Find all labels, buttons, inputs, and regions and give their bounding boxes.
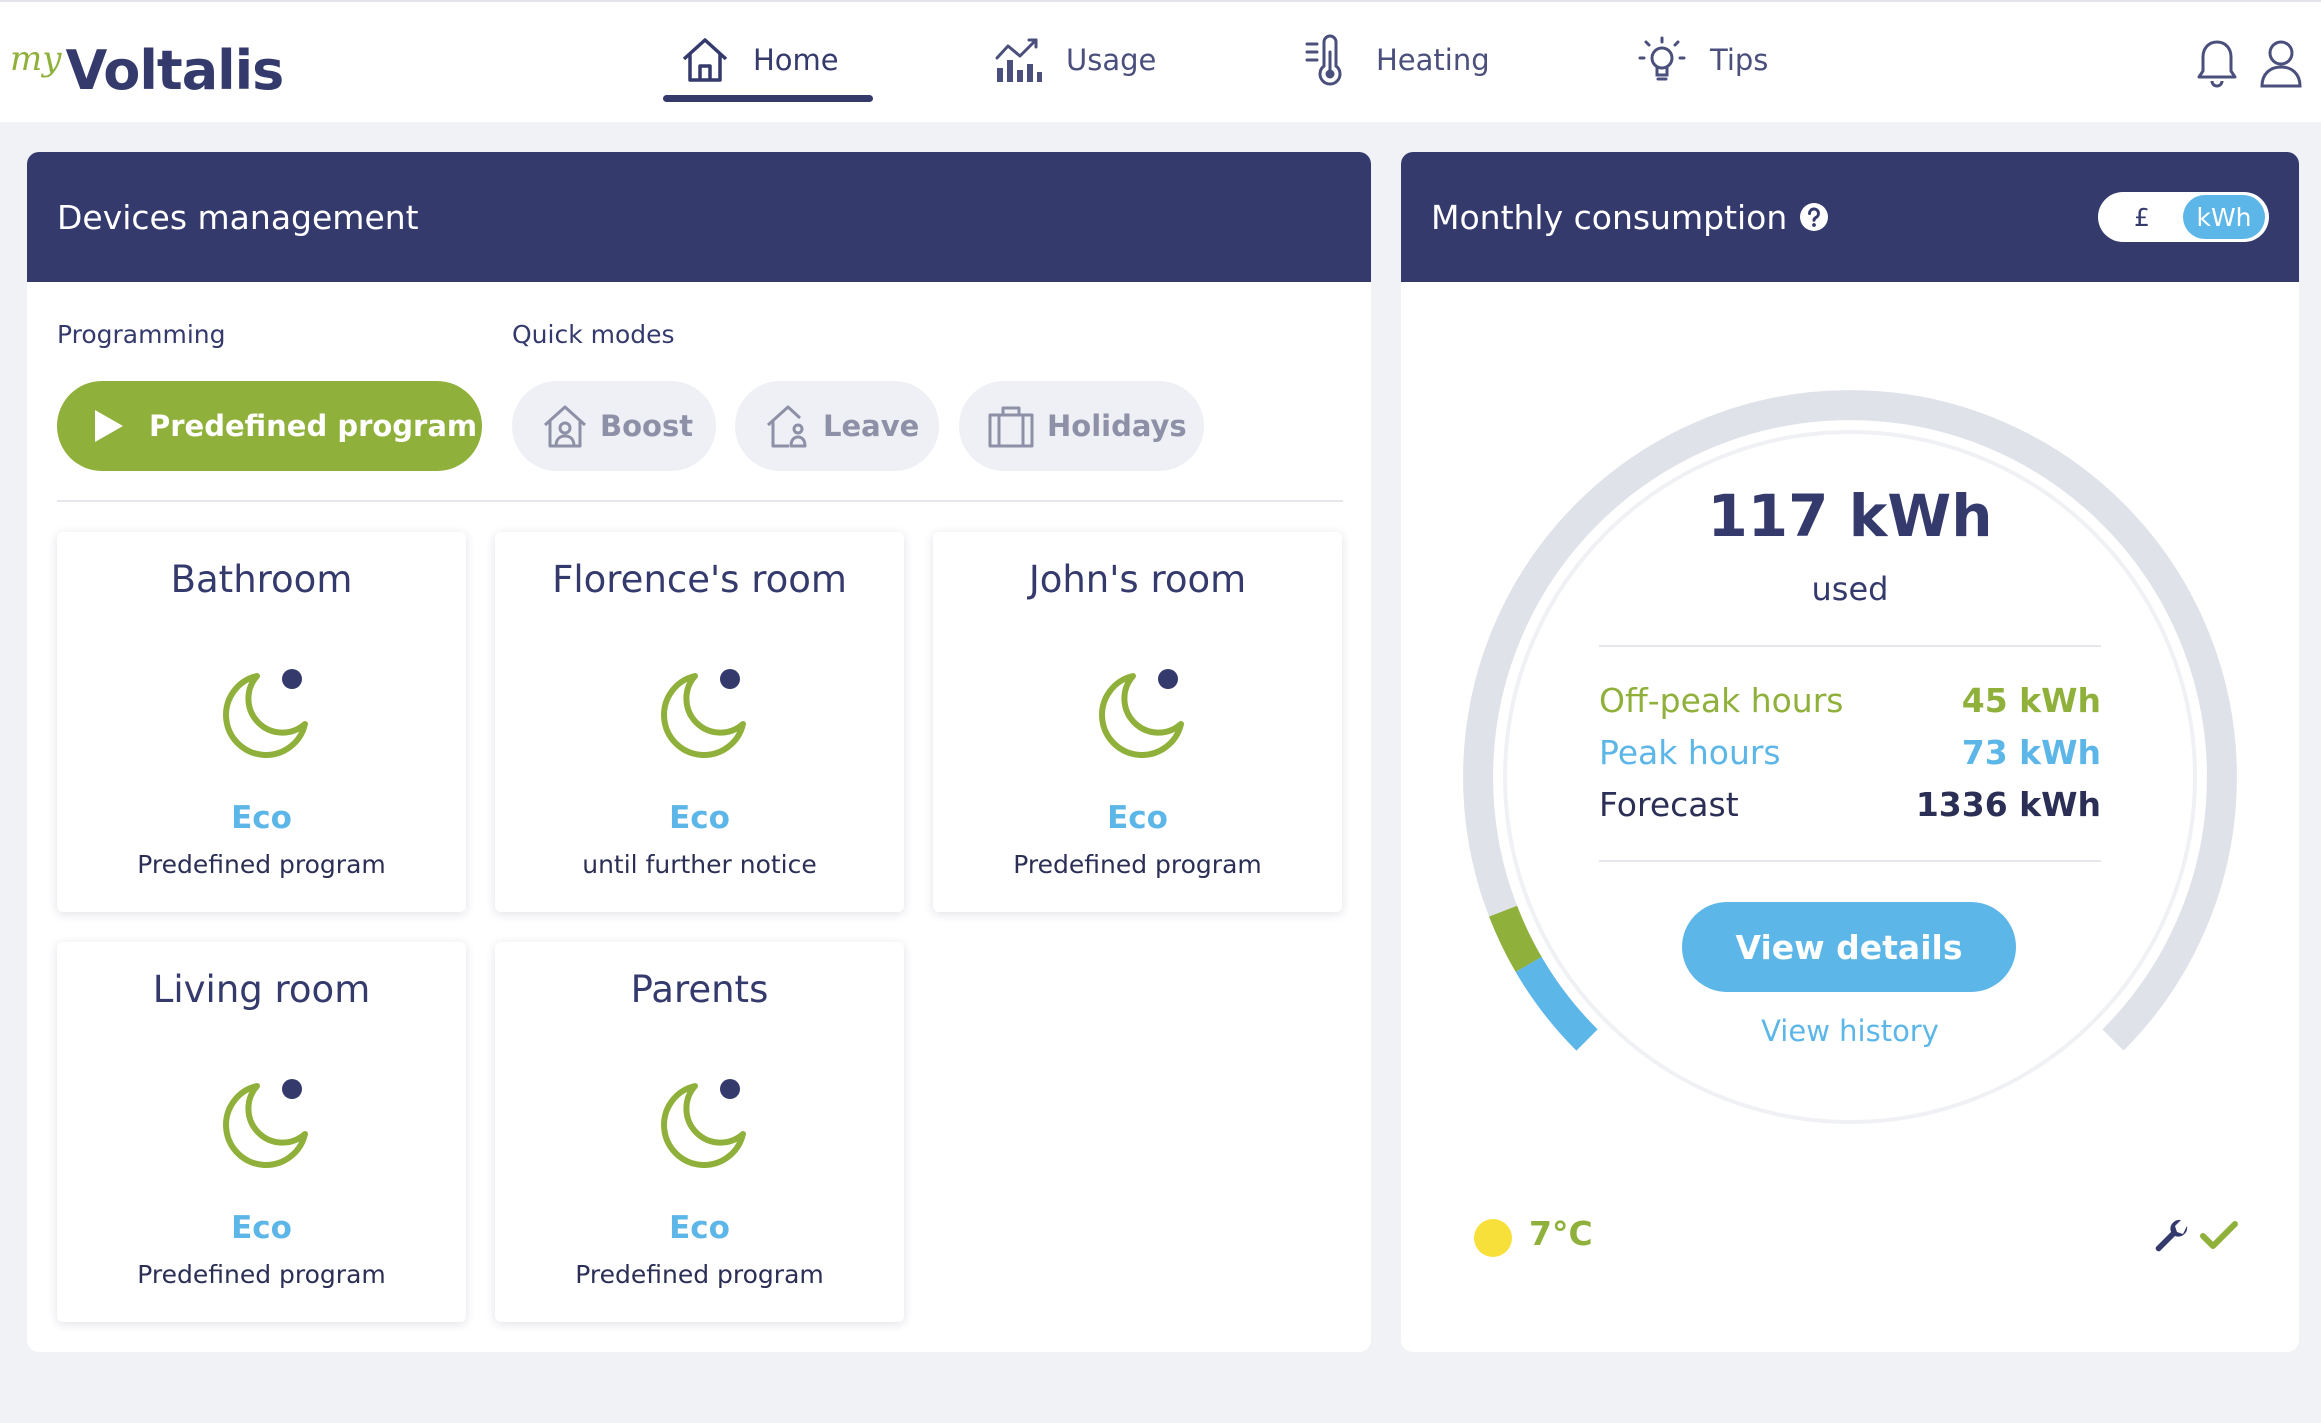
nav-label-heating: Heating (1376, 43, 1490, 77)
moon-icon (1099, 669, 1184, 758)
boost-label: Boost (600, 409, 694, 443)
room-card-bathroom[interactable]: Bathroom Eco Predefined program (57, 532, 466, 912)
lightbulb-icon (1634, 32, 1690, 88)
room-card-living-room[interactable]: Living room Eco Predefined program (57, 942, 466, 1322)
room-status: Predefined program (137, 1260, 386, 1289)
moon-icon (661, 1079, 746, 1168)
top-navigation-bar: my Voltalis Home Usage (0, 0, 2321, 122)
nav-label-usage: Usage (1066, 43, 1157, 77)
logo-prefix: my (10, 39, 62, 79)
unit-toggle[interactable]: £ kWh (2098, 192, 2269, 242)
nav-label-home: Home (753, 43, 839, 77)
suitcase-icon (987, 403, 1035, 449)
predefined-program-button[interactable]: Predefined program (57, 381, 482, 471)
room-mode: Eco (231, 1210, 292, 1246)
consumption-gauge (1463, 389, 2237, 1124)
devices-panel-header: Devices management (27, 152, 1371, 282)
room-name: Florence's room (552, 558, 847, 601)
holidays-label: Holidays (1047, 409, 1187, 443)
room-status: Predefined program (137, 850, 386, 879)
room-status: Predefined program (575, 1260, 824, 1289)
view-history-link[interactable]: View history (1761, 1014, 1939, 1048)
forecast-value: 1336 kWh (1915, 784, 2101, 824)
home-icon (677, 32, 733, 88)
leave-label: Leave (823, 409, 920, 443)
nav-item-home[interactable]: Home (677, 28, 839, 92)
devices-panel-title: Devices management (57, 197, 419, 237)
moon-icon (223, 669, 308, 758)
offpeak-row: Off-peak hours 45 kWh (1599, 680, 2101, 720)
holidays-button[interactable]: Holidays (959, 381, 1204, 471)
gauge-track (1463, 389, 2237, 1051)
wrench-icon[interactable] (2153, 1216, 2193, 1256)
used-value: 117 kWh (1707, 482, 1993, 550)
room-name: Living room (152, 968, 371, 1011)
toggle-option-pound[interactable]: £ (2134, 202, 2150, 232)
user-icon[interactable] (2257, 36, 2305, 90)
predefined-program-label: Predefined program (149, 409, 478, 443)
room-card-florences-room[interactable]: Florence's room Eco until further notice (495, 532, 904, 912)
section-divider (57, 500, 1343, 502)
devices-management-panel: Devices management Programming Quick mod… (27, 152, 1371, 1352)
monthly-consumption-panel: Monthly consumption £ kWh 117 kWh used O… (1401, 152, 2299, 1352)
sun-icon (1474, 1219, 1512, 1257)
consumption-panel-title: Monthly consumption (1431, 197, 1788, 237)
bell-icon[interactable] (2193, 36, 2241, 90)
toggle-option-kwh[interactable]: kWh (2183, 195, 2265, 239)
chart-icon (990, 32, 1046, 88)
stats-divider-bottom (1599, 860, 2101, 862)
nav-label-tips: Tips (1710, 43, 1769, 77)
peak-value: 73 kWh (1961, 732, 2101, 772)
used-label: used (1811, 570, 1889, 608)
room-card-parents[interactable]: Parents Eco Predefined program (495, 942, 904, 1322)
offpeak-label: Off-peak hours (1599, 680, 1844, 720)
room-name: John's room (1028, 558, 1247, 601)
room-status: Predefined program (1013, 850, 1262, 879)
forecast-label: Forecast (1599, 784, 1739, 824)
nav-item-heating[interactable]: Heating (1300, 28, 1490, 92)
room-mode: Eco (669, 1210, 730, 1246)
offpeak-value: 45 kWh (1961, 680, 2101, 720)
peak-label: Peak hours (1599, 732, 1781, 772)
logo-name: Voltalis (65, 39, 284, 102)
boost-icon (542, 403, 588, 449)
quick-modes-label: Quick modes (512, 320, 675, 349)
thermometer-icon (1300, 32, 1356, 88)
gauge-peak-segment (1515, 956, 1598, 1051)
consumption-panel-header: Monthly consumption £ kWh (1401, 152, 2299, 282)
forecast-row: Forecast 1336 kWh (1599, 784, 2101, 824)
room-name: Bathroom (170, 558, 353, 601)
room-name: Parents (630, 968, 769, 1011)
room-card-johns-room[interactable]: John's room Eco Predefined program (933, 532, 1342, 912)
nav-item-usage[interactable]: Usage (990, 28, 1156, 92)
boost-button[interactable]: Boost (512, 381, 716, 471)
question-circle-icon[interactable] (1799, 202, 1829, 232)
nav-item-tips[interactable]: Tips (1634, 28, 1768, 92)
check-icon (2199, 1218, 2239, 1254)
voltalis-logo[interactable]: my Voltalis (10, 28, 284, 102)
room-status: until further notice (582, 850, 817, 879)
room-mode: Eco (669, 800, 730, 836)
active-tab-indicator (663, 95, 873, 102)
peak-row: Peak hours 73 kWh (1599, 732, 2101, 772)
moon-icon (223, 1079, 308, 1168)
programming-label: Programming (57, 320, 226, 349)
leave-icon (765, 403, 811, 449)
moon-icon (661, 669, 746, 758)
gauge-inner-disc (1503, 430, 2197, 1124)
temperature-value: 7°C (1529, 1214, 1593, 1253)
room-mode: Eco (1107, 800, 1168, 836)
stats-divider-top (1599, 645, 2101, 647)
leave-button[interactable]: Leave (735, 381, 939, 471)
room-mode: Eco (231, 800, 292, 836)
gauge-offpeak-segment (1489, 905, 1542, 972)
play-icon (93, 408, 125, 444)
view-details-button[interactable]: View details (1682, 902, 2016, 992)
